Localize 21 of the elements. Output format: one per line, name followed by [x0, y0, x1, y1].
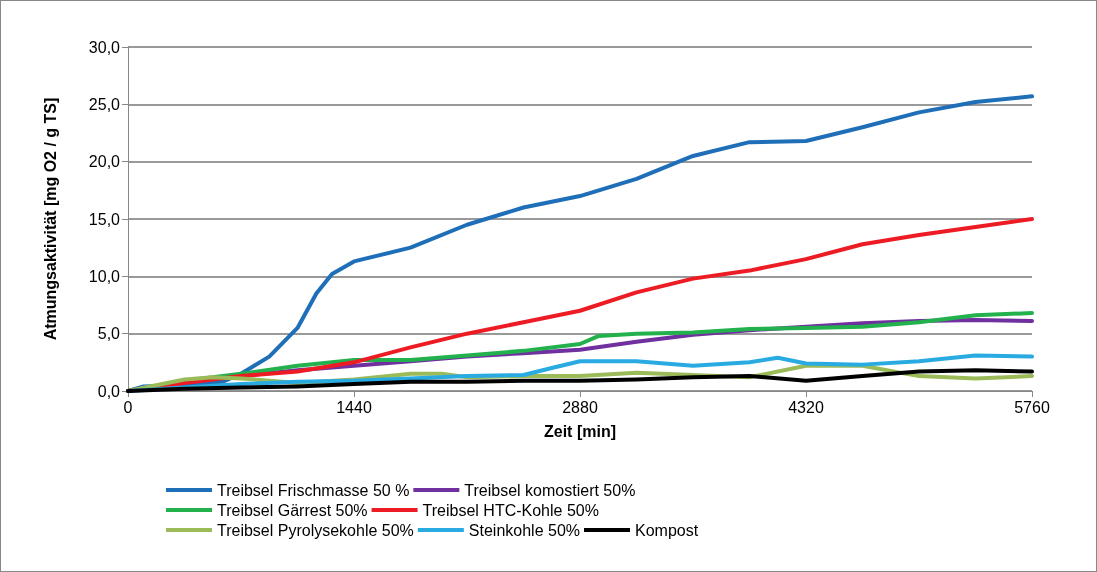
y-tick-label: 5,0	[97, 325, 121, 343]
x-tick-label: 4320	[788, 398, 824, 416]
y-tick-label: 10,0	[88, 267, 121, 285]
legend-label: Steinkohle 50%	[468, 521, 581, 539]
y-tick-label: 30,0	[88, 38, 121, 56]
legend-label: Treibsel Pyrolysekohle 50%	[217, 521, 414, 539]
y-tick-label: 0,0	[97, 382, 121, 400]
x-tick-label: 1440	[336, 398, 372, 416]
legend-label: Treibsel Frischmasse 50 %	[217, 481, 410, 499]
x-tick-label: 2880	[562, 398, 598, 416]
x-tick-label: 5760	[1014, 398, 1050, 416]
y-axis-title: Atmungsaktivität [mg O2 / g TS]	[41, 97, 59, 341]
y-tick-label: 20,0	[88, 153, 121, 171]
legend-label: Treibsel HTC-Kohle 50%	[422, 501, 599, 519]
x-tick-label: 0	[123, 398, 133, 416]
legend-label: Kompost	[635, 521, 699, 539]
y-tick-label: 15,0	[88, 210, 121, 228]
legend-label: Treibsel Gärrest 50%	[217, 501, 368, 519]
y-tick-label: 25,0	[88, 95, 121, 113]
x-axis-title: Zeit [min]	[544, 422, 616, 440]
legend-label: Treibsel komostiert 50%	[464, 481, 636, 499]
